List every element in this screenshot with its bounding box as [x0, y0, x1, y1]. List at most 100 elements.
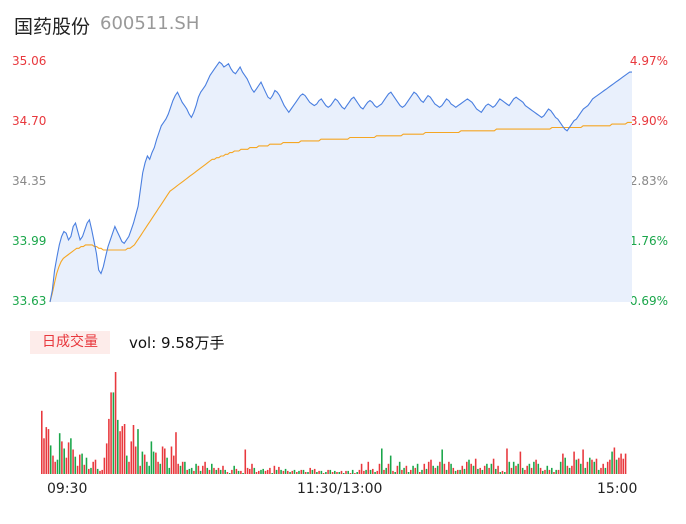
volume-bar: [387, 463, 390, 474]
volume-bar: [358, 469, 361, 474]
volume-bar: [110, 392, 112, 474]
volume-bar: [544, 469, 546, 474]
volume-bar: [385, 467, 387, 474]
price-tick-label: 33.63: [12, 294, 47, 308]
volume-bar: [481, 469, 484, 474]
volume-bar: [383, 469, 385, 474]
price-tick-label: 35.06: [12, 54, 47, 68]
pct-tick-label: 2.83%: [629, 174, 668, 188]
volume-bar: [340, 470, 343, 474]
volume-bar: [197, 465, 200, 474]
volume-bar: [470, 463, 472, 474]
volume-bar: [45, 427, 48, 474]
volume-bar: [394, 472, 396, 474]
volume-bar: [146, 461, 148, 474]
volume-bar: [479, 467, 481, 474]
volume-bar: [199, 470, 202, 474]
volume-bar: [423, 463, 426, 474]
volume-bar: [401, 469, 403, 474]
volume-bar: [126, 455, 128, 474]
volume-bar: [410, 469, 412, 474]
volume-bar: [414, 467, 417, 474]
volume-bar: [546, 465, 549, 474]
volume-bar: [316, 472, 318, 474]
volume-bar: [477, 468, 479, 474]
volume-bar: [43, 438, 45, 474]
volume-bar: [535, 459, 537, 474]
volume-bar: [81, 453, 83, 474]
volume-bar: [161, 446, 164, 474]
volume-bar: [313, 468, 316, 474]
line-layer: [49, 61, 632, 303]
volume-bar: [273, 465, 276, 474]
volume-bar: [54, 461, 56, 474]
volume-bar: [307, 472, 309, 474]
volume-bar: [624, 453, 627, 474]
volume-bar: [611, 451, 613, 474]
volume-bar: [278, 466, 280, 474]
volume-bar: [506, 448, 508, 474]
volume-bar: [372, 468, 374, 474]
volume-bar: [551, 467, 553, 474]
volume-bar: [269, 467, 271, 474]
volume-bar: [342, 473, 345, 474]
volume-bar: [325, 472, 327, 474]
volume-bar: [354, 473, 356, 474]
volume-bar: [139, 465, 141, 474]
volume-bar: [564, 457, 566, 474]
volume-bar: [548, 469, 551, 474]
volume-bar: [168, 467, 171, 474]
volume-bar: [474, 458, 477, 474]
volume-bar: [378, 463, 381, 474]
volume-bar: [240, 470, 242, 474]
volume-bar: [349, 473, 352, 474]
volume-bar: [155, 452, 157, 474]
volume-bar: [287, 470, 289, 474]
volume-bar: [177, 463, 179, 474]
volume-tab[interactable]: 日成交量: [30, 331, 110, 354]
price-tick-label: 34.35: [12, 174, 47, 188]
volume-bar: [530, 467, 533, 474]
volume-bar: [226, 472, 229, 474]
volume-bar: [213, 467, 215, 474]
volume-bar: [445, 469, 448, 474]
volume-bar: [398, 461, 401, 474]
volume-bar: [367, 461, 370, 474]
volume-bar: [618, 457, 620, 474]
volume-bar: [242, 473, 244, 474]
pct-tick-label: 3.90%: [629, 114, 668, 128]
volume-bar: [134, 446, 137, 474]
volume-bar: [327, 469, 329, 474]
volume-bar: [589, 457, 591, 474]
volume-bar: [461, 465, 464, 474]
volume-bar: [510, 467, 513, 474]
volume-bar: [56, 459, 59, 474]
time-label-close: 15:00: [597, 481, 638, 497]
volume-bar: [347, 470, 349, 474]
volume-bar: [246, 467, 249, 474]
volume-bar: [492, 458, 495, 474]
volume-bar: [219, 469, 222, 474]
volume-bar: [537, 463, 540, 474]
volume-bar: [298, 470, 300, 474]
volume-bar: [293, 469, 296, 474]
volume-bar: [542, 470, 544, 474]
volume-bar: [436, 465, 439, 474]
price-tick-label: 34.70: [12, 114, 47, 128]
volume-bar: [251, 463, 253, 474]
volume-bar: [521, 467, 524, 474]
volume-bar: [593, 461, 596, 474]
volume-bar: [466, 461, 468, 474]
volume-bar: [264, 470, 267, 474]
volume-bar: [329, 469, 332, 474]
volume-bar: [284, 468, 287, 474]
volume-bar: [580, 463, 582, 474]
volume-bar: [468, 459, 470, 474]
volume-bar: [526, 465, 528, 474]
pct-tick-label: 1.76%: [629, 234, 668, 248]
stock-name: 国药股份: [14, 16, 91, 38]
avg-price-line: [49, 121, 632, 303]
volume-bar: [557, 469, 560, 474]
volume-bar: [490, 463, 493, 474]
volume-bar: [606, 461, 609, 474]
